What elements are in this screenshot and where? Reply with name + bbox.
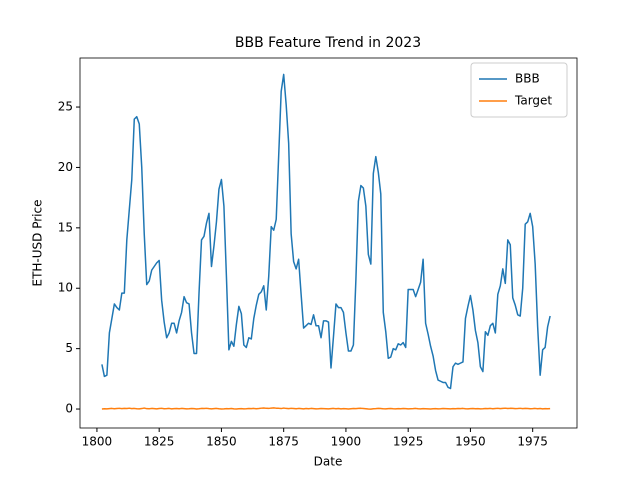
x-tick-label: 1800 <box>82 435 113 449</box>
x-tick-label: 1950 <box>455 435 486 449</box>
x-tick-label: 1925 <box>393 435 424 449</box>
y-tick-label: 10 <box>58 281 73 295</box>
x-tick-label: 1875 <box>268 435 299 449</box>
y-tick-label: 15 <box>58 220 73 234</box>
y-tick-label: 5 <box>65 341 73 355</box>
plot-frame <box>79 57 578 429</box>
chart-title: BBB Feature Trend in 2023 <box>235 35 421 51</box>
legend-label: Target <box>514 94 552 108</box>
x-tick-label: 1850 <box>206 435 237 449</box>
x-tick-label: 1825 <box>144 435 175 449</box>
y-axis-label: ETH-USD Price <box>31 200 45 287</box>
data-line <box>101 73 551 390</box>
data-line <box>101 407 551 410</box>
x-axis-label: Date <box>314 455 343 469</box>
x-tick-label: 1900 <box>331 435 362 449</box>
legend-label: BBB <box>515 72 540 86</box>
y-tick-label: 25 <box>58 100 73 114</box>
x-tick-label: 1975 <box>517 435 548 449</box>
y-tick-label: 20 <box>58 160 73 174</box>
y-tick-label: 0 <box>65 402 73 416</box>
legend-box <box>470 62 568 118</box>
